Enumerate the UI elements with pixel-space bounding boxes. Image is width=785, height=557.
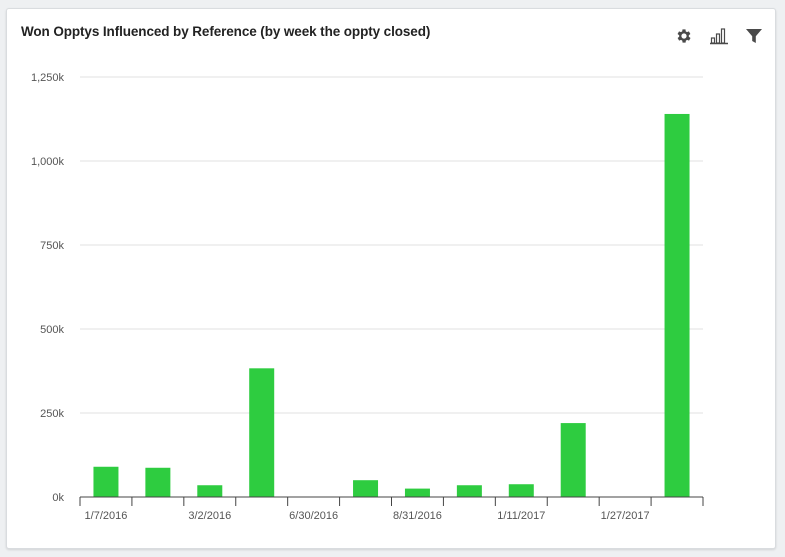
y-tick-label: 1,250k <box>31 72 65 84</box>
bar <box>404 488 430 497</box>
chart-card: Won Opptys Influenced by Reference (by w… <box>6 8 776 549</box>
x-tick-label: 1/7/2016 <box>85 510 128 522</box>
y-tick-label: 750k <box>40 240 64 252</box>
y-tick-label: 0k <box>52 492 64 504</box>
bar <box>93 466 119 497</box>
x-tick-label: 1/11/2017 <box>497 510 545 522</box>
x-tick-label: 1/27/2017 <box>601 510 650 522</box>
x-tick-label: 8/31/2016 <box>393 510 442 522</box>
bar-chart-icon[interactable] <box>708 25 730 47</box>
bar <box>664 113 690 498</box>
y-tick-label: 500k <box>40 324 64 336</box>
bar <box>197 485 223 497</box>
filter-icon[interactable] <box>743 25 765 47</box>
x-tick-label: 3/2/2016 <box>188 510 231 522</box>
chart-title: Won Opptys Influenced by Reference (by w… <box>21 24 431 39</box>
chart-toolbar <box>673 25 765 47</box>
bar <box>353 480 379 497</box>
y-tick-label: 1,000k <box>31 156 65 168</box>
bar <box>508 484 534 497</box>
y-tick-label: 250k <box>40 408 64 420</box>
bar <box>249 368 275 497</box>
bar <box>560 423 586 497</box>
x-tick-label: 6/30/2016 <box>289 510 338 522</box>
gear-icon[interactable] <box>673 25 695 47</box>
bar <box>145 467 171 497</box>
bar <box>456 485 482 497</box>
